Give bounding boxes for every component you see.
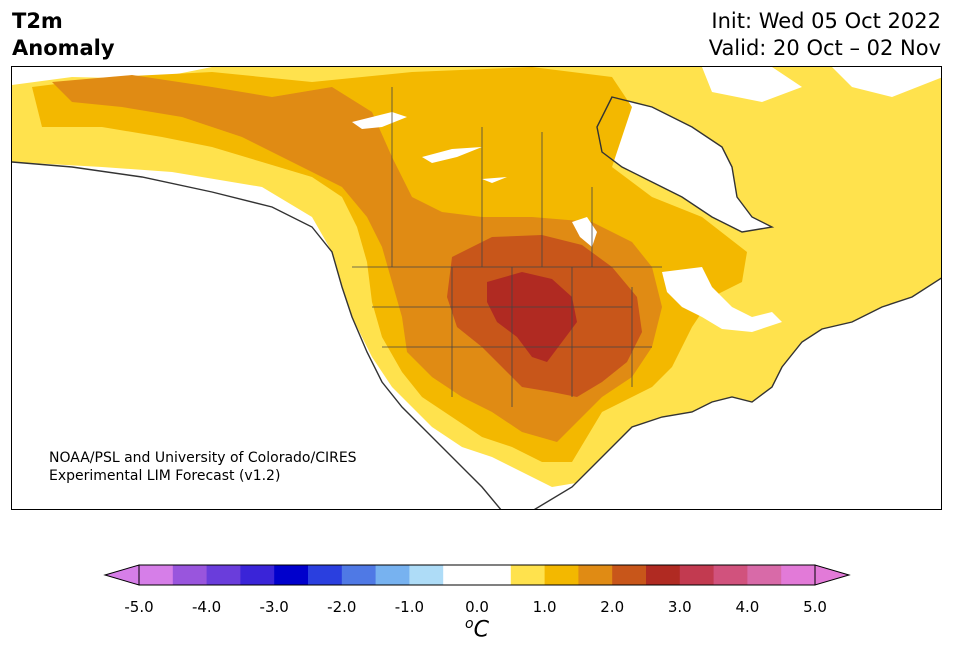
anomaly-map (11, 66, 942, 510)
colorbar-cell (308, 565, 343, 585)
credit-line-1: NOAA/PSL and University of Colorado/CIRE… (49, 450, 357, 466)
colorbar-tick-label: -5.0 (124, 598, 154, 616)
colorbar-tick-label: -3.0 (259, 598, 289, 616)
colorbar-cell (747, 565, 782, 585)
colorbar-cell (781, 565, 816, 585)
colorbar-cell (274, 565, 309, 585)
forecast-dates: Init: Wed 05 Oct 2022 Valid: 20 Oct – 02… (709, 8, 941, 62)
init-date: Init: Wed 05 Oct 2022 (711, 9, 941, 33)
atlantic-ocean (535, 278, 941, 509)
pacific-ocean (12, 162, 501, 509)
colorbar-cell (206, 565, 241, 585)
colorbar-cell (341, 565, 377, 585)
colorbar-cell (375, 565, 410, 585)
title-anomaly: Anomaly (12, 36, 115, 60)
colorbar-tick-label: 3.0 (667, 598, 692, 616)
colorbar-cell (713, 565, 748, 585)
map-title: T2m Anomaly (12, 8, 115, 62)
great-lakes (662, 267, 782, 332)
colorbar-tick-label: 5.0 (803, 598, 827, 616)
colorbar-cell (612, 565, 647, 585)
colorbar-cell (679, 565, 715, 585)
colorbar-cell (172, 565, 208, 585)
colorbar-right-arrow (814, 564, 851, 586)
colorbar (103, 564, 851, 586)
colorbar-cell (443, 565, 478, 585)
colorbar-cell (646, 565, 681, 585)
unit-label: oC (465, 616, 489, 643)
colorbar-cell (578, 565, 613, 585)
colorbar-cell (139, 565, 174, 585)
credit-line-2: Experimental LIM Forecast (v1.2) (49, 468, 281, 484)
colorbar-cell (544, 565, 579, 585)
colorbar-tick-label: -1.0 (394, 598, 425, 616)
valid-range: Valid: 20 Oct – 02 Nov (708, 36, 941, 60)
credit-text: NOAA/PSL and University of Colorado/CIRE… (49, 449, 357, 485)
colorbar-cell (240, 565, 275, 585)
colorbar-cell (409, 565, 444, 585)
colorbar-cell (510, 565, 546, 585)
colorbar-left-arrow (103, 564, 140, 586)
colorbar-tick-label: 4.0 (735, 598, 760, 616)
colorbar-tick-label: 0.0 (465, 598, 489, 616)
colorbar-tick-label: 2.0 (600, 598, 625, 616)
title-variable: T2m (12, 9, 63, 33)
colorbar-tick-label: -2.0 (327, 598, 357, 616)
colorbar-cells (139, 565, 816, 585)
map-canvas (12, 67, 941, 509)
colorbar-tick-label: 1.0 (532, 598, 557, 616)
hudson-bay (597, 97, 772, 232)
colorbar-cell (477, 565, 512, 585)
anomaly-region-5 (487, 272, 577, 362)
colorbar-tick-label: -4.0 (191, 598, 222, 616)
